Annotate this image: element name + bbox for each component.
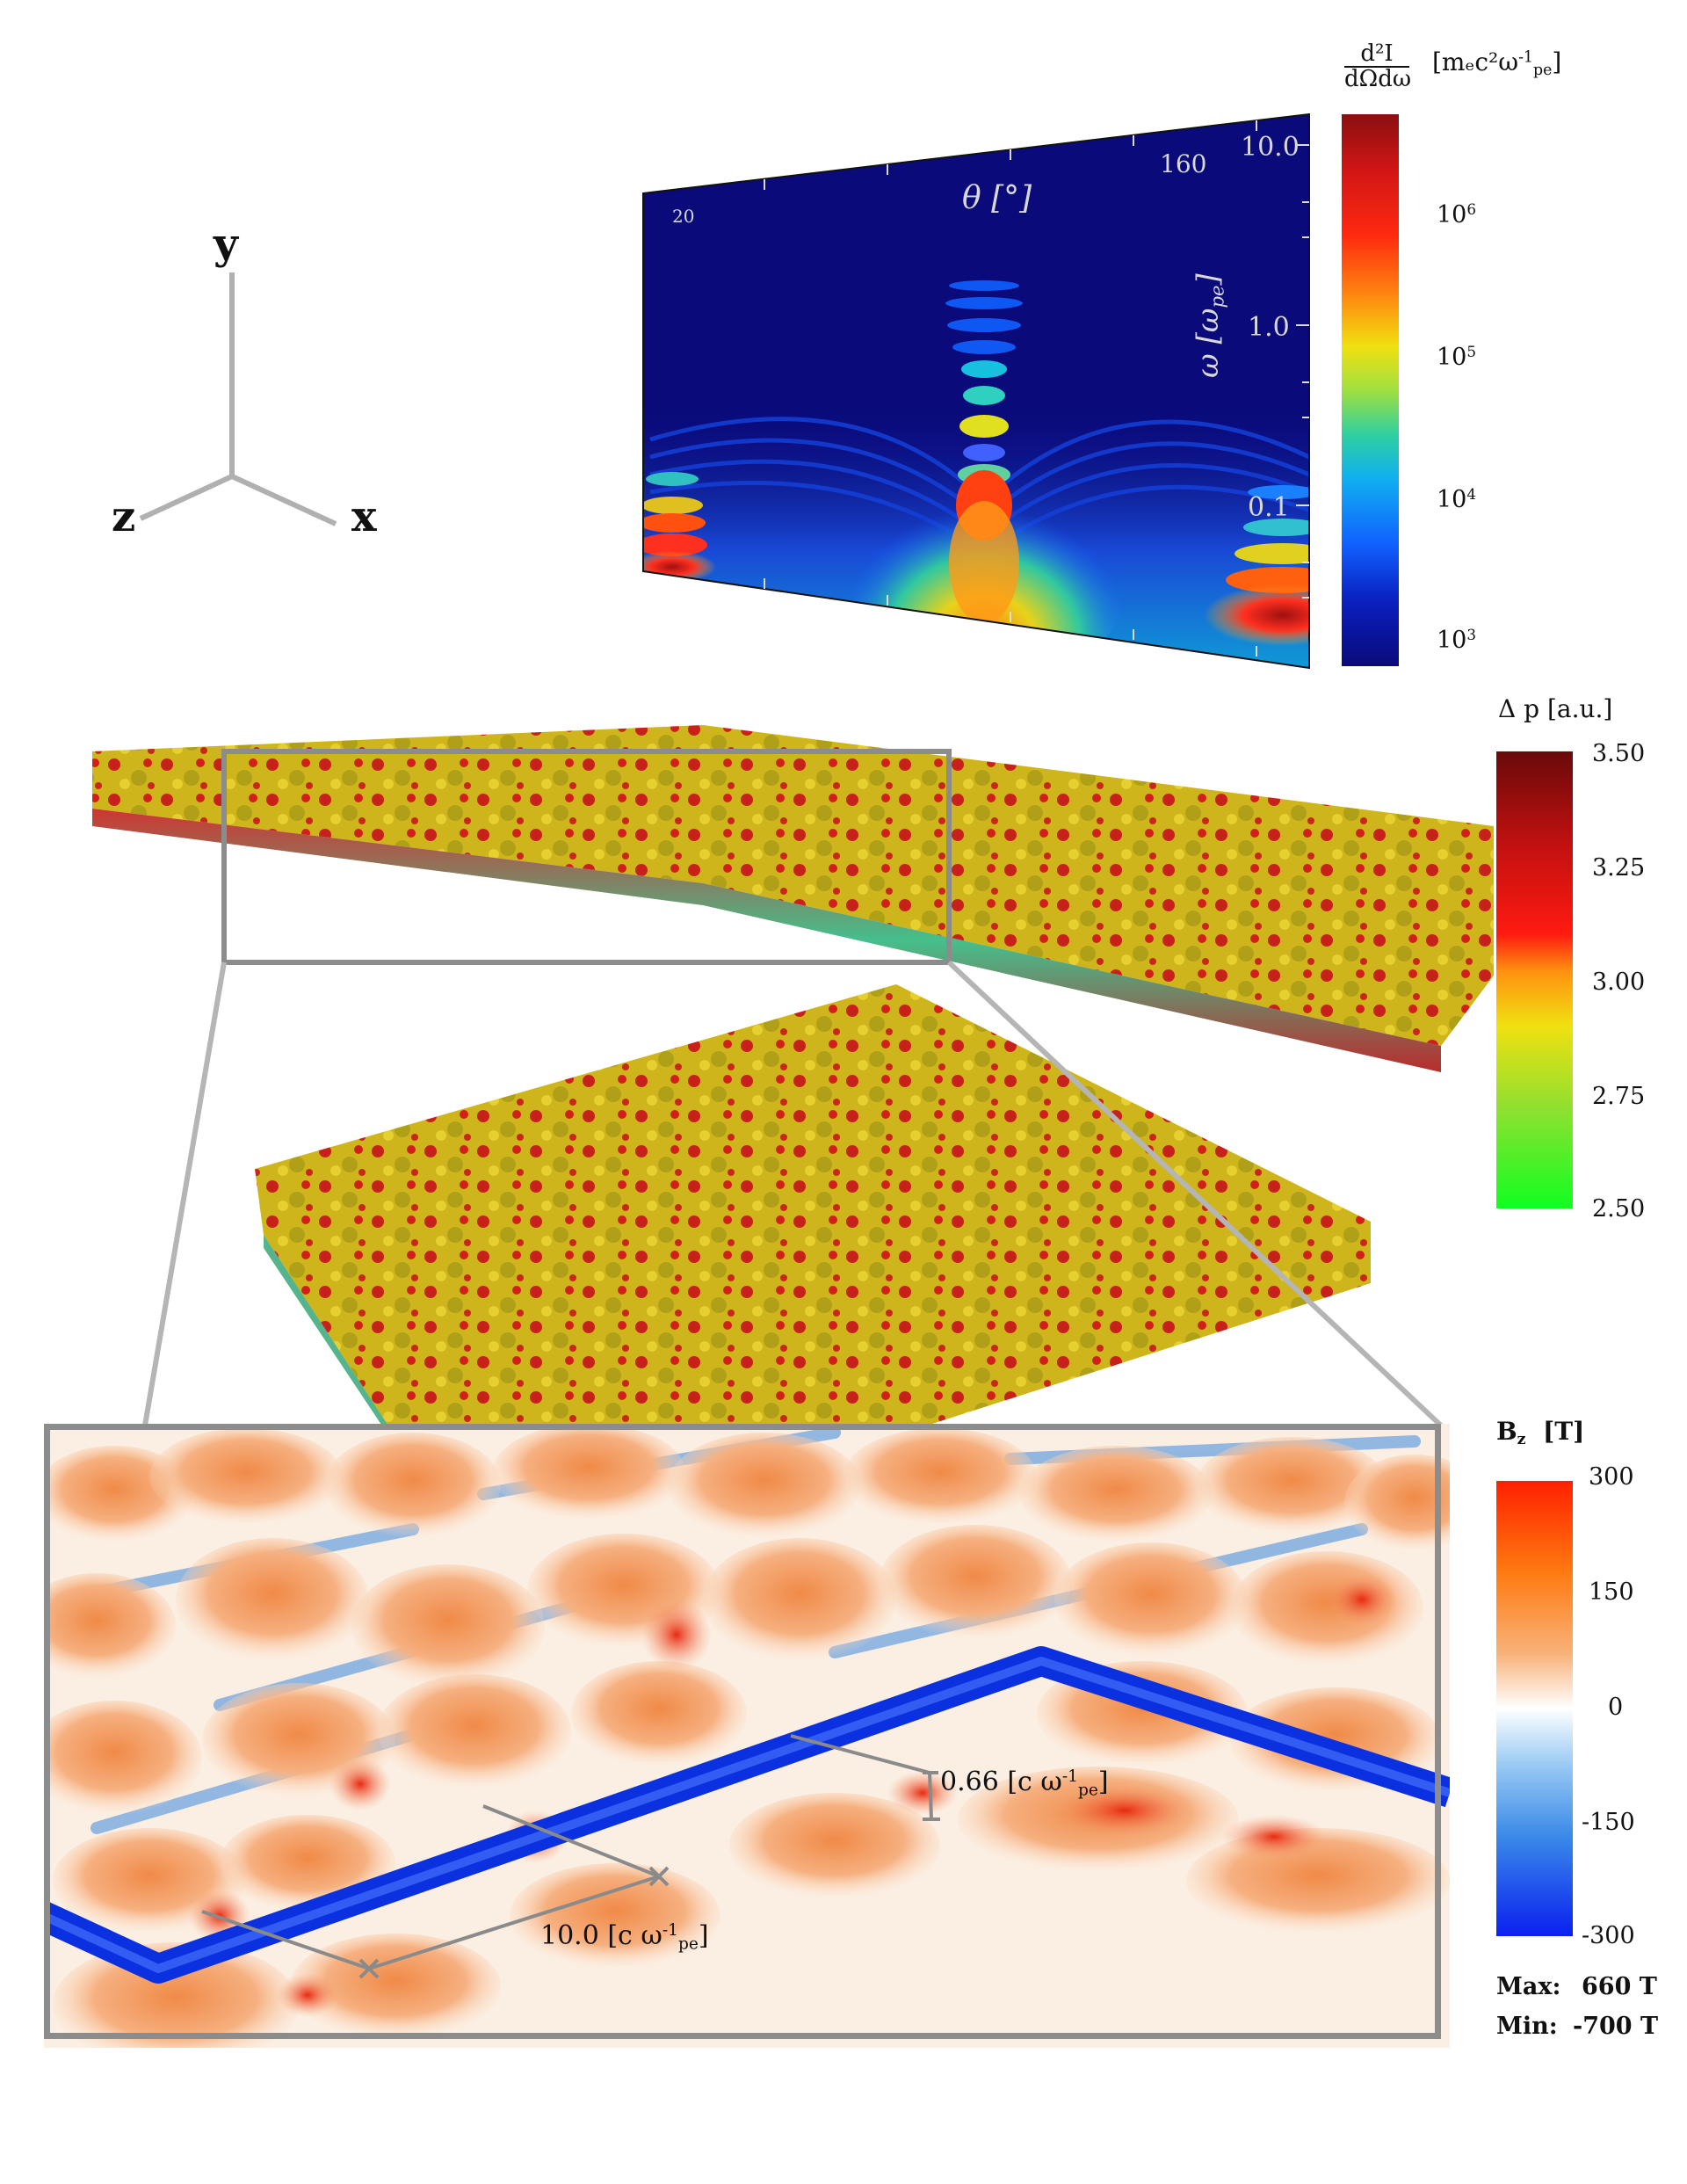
dp-cb-tick: 3.00 bbox=[1592, 969, 1646, 996]
x-axis-label: x bbox=[351, 492, 377, 541]
bz-cb-tick: 0 bbox=[1608, 1694, 1624, 1721]
axes-triad bbox=[139, 272, 337, 526]
omega-axis-label: ω [ωpe] bbox=[1191, 273, 1228, 378]
bz-zoom-frame bbox=[44, 1424, 1441, 2039]
theta-tick-20: 20 bbox=[672, 206, 695, 227]
spectrum-cb-tick: 103 bbox=[1437, 626, 1477, 655]
bz-cb-tick: 150 bbox=[1589, 1578, 1634, 1606]
bz-cb-tick: 300 bbox=[1589, 1463, 1634, 1491]
dp-colorbar-title: Δ p [a.u.] bbox=[1498, 694, 1613, 723]
bz-max-value: 660 T bbox=[1582, 1973, 1657, 2000]
spectrum-colorbar bbox=[1342, 114, 1399, 666]
bz-max-label: Max: bbox=[1496, 1973, 1561, 2000]
bz-cb-tick: -300 bbox=[1582, 1922, 1635, 1949]
bz-min-value: -700 T bbox=[1573, 2013, 1659, 2040]
omega-tick-1: 1.0 bbox=[1248, 312, 1290, 343]
z-axis-line bbox=[139, 474, 234, 521]
bz-colorbar-title: Bz [T] bbox=[1496, 1417, 1585, 1449]
dp-cb-tick: 3.25 bbox=[1592, 854, 1646, 882]
bz-min-label: Min: bbox=[1496, 2013, 1558, 2040]
radiation-spectrum-map bbox=[642, 112, 1310, 670]
spectrum-cb-tick: 105 bbox=[1437, 343, 1477, 372]
length-measurement-label: 10.0 [c ω-1pe] bbox=[540, 1920, 709, 1954]
bz-field-render bbox=[44, 1424, 1450, 2048]
spectrum-colorbar-title: d²I dΩdω bbox=[1344, 40, 1412, 93]
dp-cb-tick: 2.75 bbox=[1592, 1083, 1646, 1110]
omega-tick-10: 10.0 bbox=[1241, 132, 1300, 163]
y-axis-label: y bbox=[214, 220, 238, 269]
upper-slab bbox=[92, 725, 1494, 1046]
dp-colorbar bbox=[1496, 751, 1573, 1208]
z-axis-label: z bbox=[112, 492, 136, 541]
dp-cb-tick: 2.50 bbox=[1592, 1195, 1646, 1223]
theta-tick-160: 160 bbox=[1160, 149, 1207, 178]
momentum-surface-render bbox=[92, 725, 1494, 1472]
thickness-measurement-label: 0.66 [c ω-1pe] bbox=[940, 1767, 1109, 1800]
spectrum-cb-tick: 106 bbox=[1437, 200, 1477, 229]
theta-axis-label: θ [°] bbox=[962, 180, 1032, 216]
dp-cb-tick: 3.50 bbox=[1592, 740, 1646, 767]
bz-colorbar bbox=[1496, 1481, 1573, 1936]
spectrum-cb-tick: 104 bbox=[1437, 485, 1477, 514]
omega-tick-0.1: 0.1 bbox=[1248, 492, 1290, 523]
bz-cb-tick: -150 bbox=[1582, 1809, 1635, 1836]
lower-slab bbox=[255, 984, 1371, 1463]
zoom-guides bbox=[142, 749, 1444, 1428]
x-axis-line bbox=[230, 474, 337, 526]
zoom-box-upper bbox=[221, 749, 952, 965]
spectrum-colorbar-units: [mₑc²ω-1pe] bbox=[1432, 47, 1562, 80]
